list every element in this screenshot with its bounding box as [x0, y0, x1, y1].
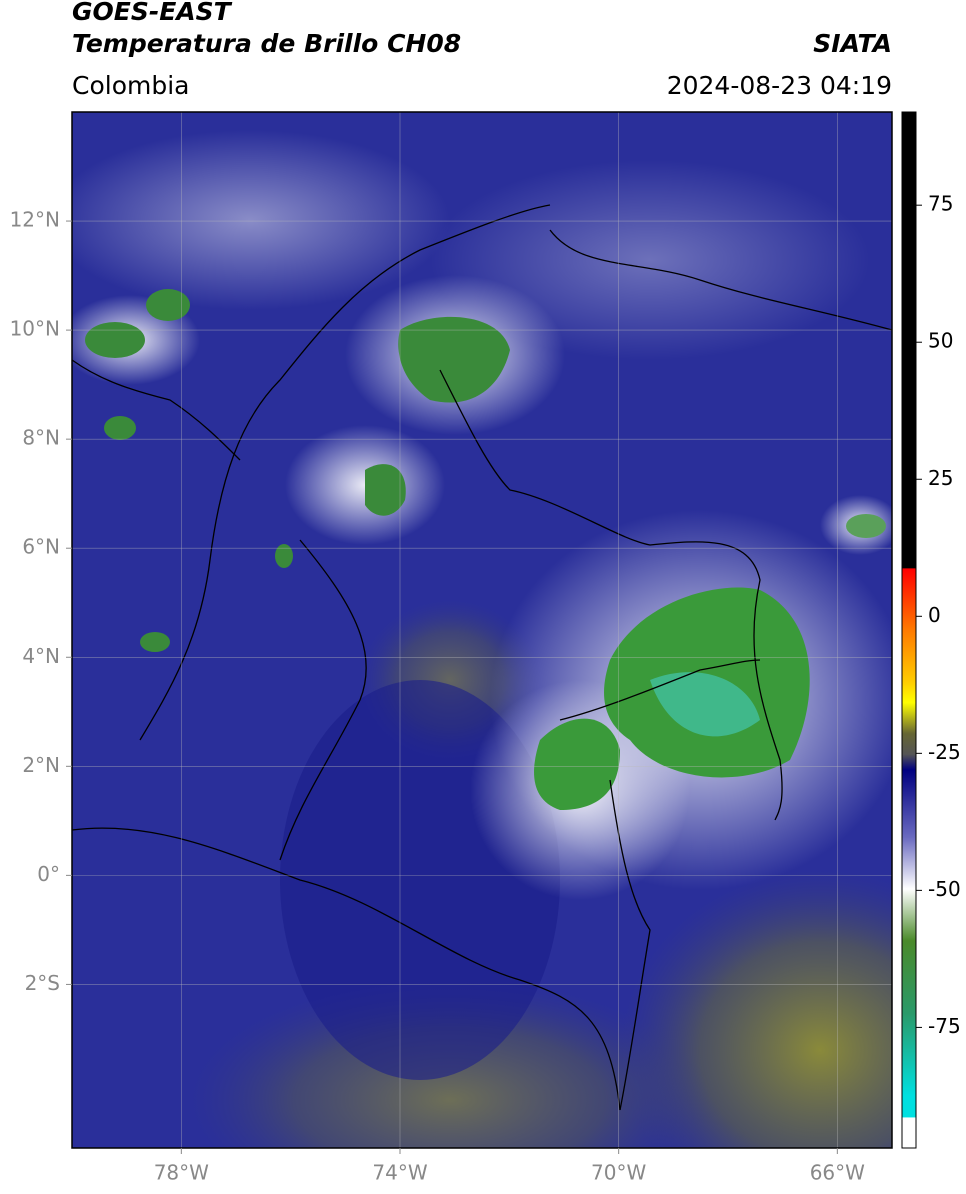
colorbar-tick-label: 25 [928, 466, 953, 490]
coastline [549, 229, 892, 331]
y-tick-label: 8°N [22, 426, 60, 450]
y-tick-label: 10°N [10, 317, 60, 341]
convective-core [650, 672, 760, 737]
colorbar-tick-label: 50 [928, 329, 953, 353]
convective-core [140, 632, 170, 652]
convective-core [85, 322, 145, 358]
coastline [139, 204, 551, 741]
border [439, 369, 783, 821]
grid [72, 112, 892, 1148]
convective-core [398, 316, 510, 403]
border [279, 539, 367, 861]
convective-core [534, 718, 620, 810]
colorbar-tick-label: -50 [928, 877, 961, 901]
title-line1: GOES-EAST [72, 0, 233, 26]
border [72, 359, 241, 461]
timestamp: 2024-08-23 04:19 [667, 71, 892, 100]
colorbar [901, 111, 917, 1149]
y-tick-label: 12°N [10, 208, 60, 232]
colorbar-tick-label: 75 [928, 192, 953, 216]
x-tick-label: 78°W [154, 1161, 209, 1185]
region: Colombia [72, 71, 189, 100]
border [559, 659, 761, 721]
y-tick-label: 0° [37, 862, 60, 886]
y-tick-label: 4°N [22, 644, 60, 668]
source: SIATA [813, 29, 892, 58]
title-line2: Temperatura de Brillo CH08 [72, 29, 461, 58]
x-tick-label: 66°W [810, 1161, 865, 1185]
colorbar-tick-label: 0 [928, 603, 941, 627]
convective-core [846, 514, 886, 538]
colorbar-tick-label: -25 [928, 740, 961, 764]
convective-core [146, 289, 190, 321]
y-tick-label: 2°N [22, 753, 60, 777]
border [609, 779, 651, 1111]
x-tick-label: 70°W [591, 1161, 646, 1185]
convective-core [104, 416, 136, 440]
colorbar-tick-label: -75 [928, 1014, 961, 1038]
convective-core [275, 544, 293, 568]
plot-frame [71, 111, 893, 1149]
satellite-image [72, 112, 892, 1148]
y-tick-label: 6°N [22, 535, 60, 559]
y-tick-label: 2°S [25, 971, 60, 995]
cloud [72, 130, 450, 310]
convective-core [365, 464, 406, 516]
x-tick-label: 74°W [372, 1161, 427, 1185]
